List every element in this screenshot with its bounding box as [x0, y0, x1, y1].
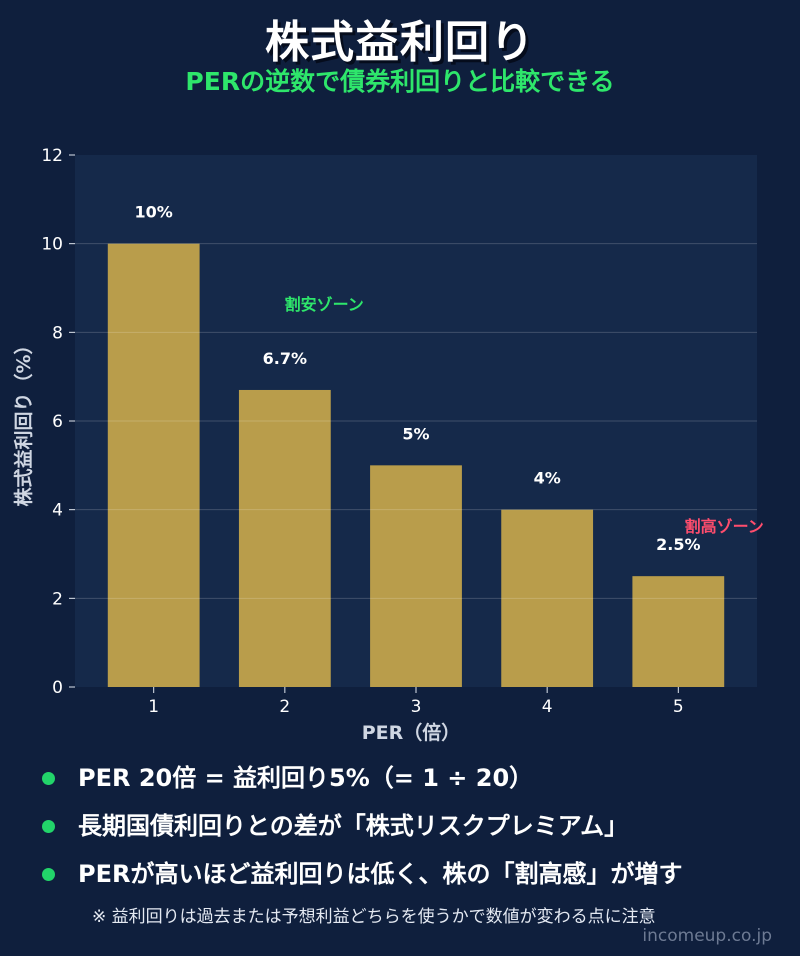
x-tick-label: 1	[148, 697, 159, 717]
x-tick-label: 5	[673, 697, 684, 717]
footnote: ※ 益利回りは過去または予想利益どちらを使うかで数値が変わる点に注意	[92, 907, 656, 927]
bullet-item: 長期国債利回りとの差が「株式リスクプレミアム」	[42, 810, 682, 858]
bullet-item: PER 20倍 = 益利回り5%（= 1 ÷ 20）	[42, 762, 682, 810]
x-tick-label: 3	[411, 697, 422, 717]
y-tick-label: 6	[52, 412, 63, 432]
x-tick-label: 4	[542, 697, 553, 717]
y-axis-label: 株式益利回り（%）	[12, 335, 35, 506]
bullet-list: PER 20倍 = 益利回り5%（= 1 ÷ 20） 長期国債利回りとの差が「株…	[42, 762, 682, 906]
chart-subtitle: PERの逆数で債券利回りと比較できる	[185, 67, 615, 96]
bullet-item: PERが高いほど益利回りは低く、株の「割高感」が増す	[42, 858, 682, 906]
bullet-dot-icon	[42, 820, 55, 833]
data-label: 5%	[402, 424, 429, 443]
annotation: 割安ゾーン	[285, 295, 364, 314]
data-label: 10%	[135, 203, 173, 222]
annotation: 割高ゾーン	[685, 517, 764, 536]
bullet-dot-icon	[42, 868, 55, 881]
bar	[632, 576, 725, 687]
y-tick-label: 12	[41, 146, 63, 166]
bar	[501, 509, 594, 687]
bullet-dot-icon	[42, 772, 55, 785]
bullet-text: PERが高いほど益利回りは低く、株の「割高感」が増す	[78, 860, 683, 888]
y-tick-label: 4	[52, 501, 63, 521]
y-tick-label: 10	[41, 235, 63, 255]
data-label: 6.7%	[263, 349, 307, 368]
x-tick-label: 2	[279, 697, 290, 717]
x-axis-label: PER（倍）	[362, 721, 461, 744]
bar	[107, 243, 200, 687]
bullet-text: PER 20倍 = 益利回り5%（= 1 ÷ 20）	[78, 764, 534, 792]
y-tick-label: 0	[52, 678, 63, 698]
y-tick-label: 8	[52, 323, 63, 343]
bar	[238, 389, 331, 687]
bullet-text: 長期国債利回りとの差が「株式リスクプレミアム」	[78, 812, 629, 840]
data-label: 4%	[534, 469, 561, 488]
data-label: 2.5%	[656, 535, 700, 554]
chart-title: 株式益利回り	[265, 17, 535, 68]
y-tick-label: 2	[52, 589, 63, 609]
bar	[370, 465, 462, 687]
watermark: incomeup.co.jp	[642, 926, 772, 946]
